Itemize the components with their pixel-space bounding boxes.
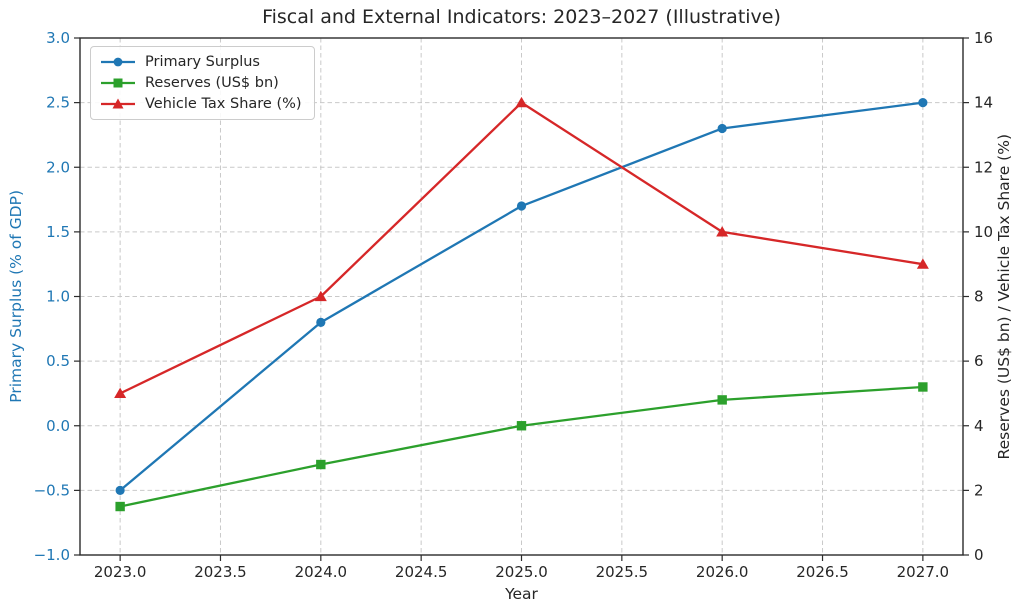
legend-label: Vehicle Tax Share (%) <box>145 96 302 112</box>
svg-text:2024.5: 2024.5 <box>395 563 448 581</box>
svg-text:10: 10 <box>974 223 993 241</box>
svg-text:2025.0: 2025.0 <box>495 563 548 581</box>
svg-text:4: 4 <box>974 417 984 435</box>
svg-text:1.0: 1.0 <box>46 288 70 306</box>
left-y-axis-label: Primary Surplus (% of GDP) <box>7 190 25 403</box>
right-y-axis-label-box: Reserves (US$ bn) / Vehicle Tax Share (%… <box>992 38 1016 555</box>
legend: Primary Surplus Reserves (US$ bn) Vehicl… <box>90 46 315 120</box>
svg-text:12: 12 <box>974 158 993 176</box>
svg-text:2.5: 2.5 <box>46 94 70 112</box>
legend-item-reserves: Reserves (US$ bn) <box>100 75 302 91</box>
right-y-axis-label: Reserves (US$ bn) / Vehicle Tax Share (%… <box>995 133 1013 460</box>
svg-text:2025.5: 2025.5 <box>596 563 649 581</box>
chart-title: Fiscal and External Indicators: 2023–202… <box>262 6 781 28</box>
svg-text:2: 2 <box>974 481 984 499</box>
x-axis-label: Year <box>505 585 538 603</box>
svg-text:−0.5: −0.5 <box>34 481 70 499</box>
left-y-axis-label-box: Primary Surplus (% of GDP) <box>4 38 28 555</box>
svg-text:0: 0 <box>974 546 984 564</box>
svg-text:6: 6 <box>974 352 984 370</box>
legend-item-primary-surplus: Primary Surplus <box>100 54 302 70</box>
legend-label: Reserves (US$ bn) <box>145 75 279 91</box>
svg-text:2027.0: 2027.0 <box>897 563 950 581</box>
svg-text:0.0: 0.0 <box>46 417 70 435</box>
svg-text:−1.0: −1.0 <box>34 546 70 564</box>
svg-text:2024.0: 2024.0 <box>295 563 348 581</box>
svg-text:1.5: 1.5 <box>46 223 70 241</box>
line-circle-marker-icon <box>101 57 135 67</box>
svg-text:2023.0: 2023.0 <box>94 563 147 581</box>
svg-text:2023.5: 2023.5 <box>194 563 247 581</box>
line-triangle-marker-icon <box>101 98 135 109</box>
svg-text:14: 14 <box>974 94 993 112</box>
svg-text:16: 16 <box>974 29 993 47</box>
legend-label: Primary Surplus <box>145 54 260 70</box>
svg-text:8: 8 <box>974 288 984 306</box>
line-square-marker-icon <box>101 78 135 88</box>
svg-text:0.5: 0.5 <box>46 352 70 370</box>
svg-text:2026.5: 2026.5 <box>796 563 849 581</box>
svg-text:3.0: 3.0 <box>46 29 70 47</box>
legend-item-vehicle-tax-share: Vehicle Tax Share (%) <box>100 96 302 112</box>
svg-text:2.0: 2.0 <box>46 158 70 176</box>
svg-text:2026.0: 2026.0 <box>696 563 749 581</box>
